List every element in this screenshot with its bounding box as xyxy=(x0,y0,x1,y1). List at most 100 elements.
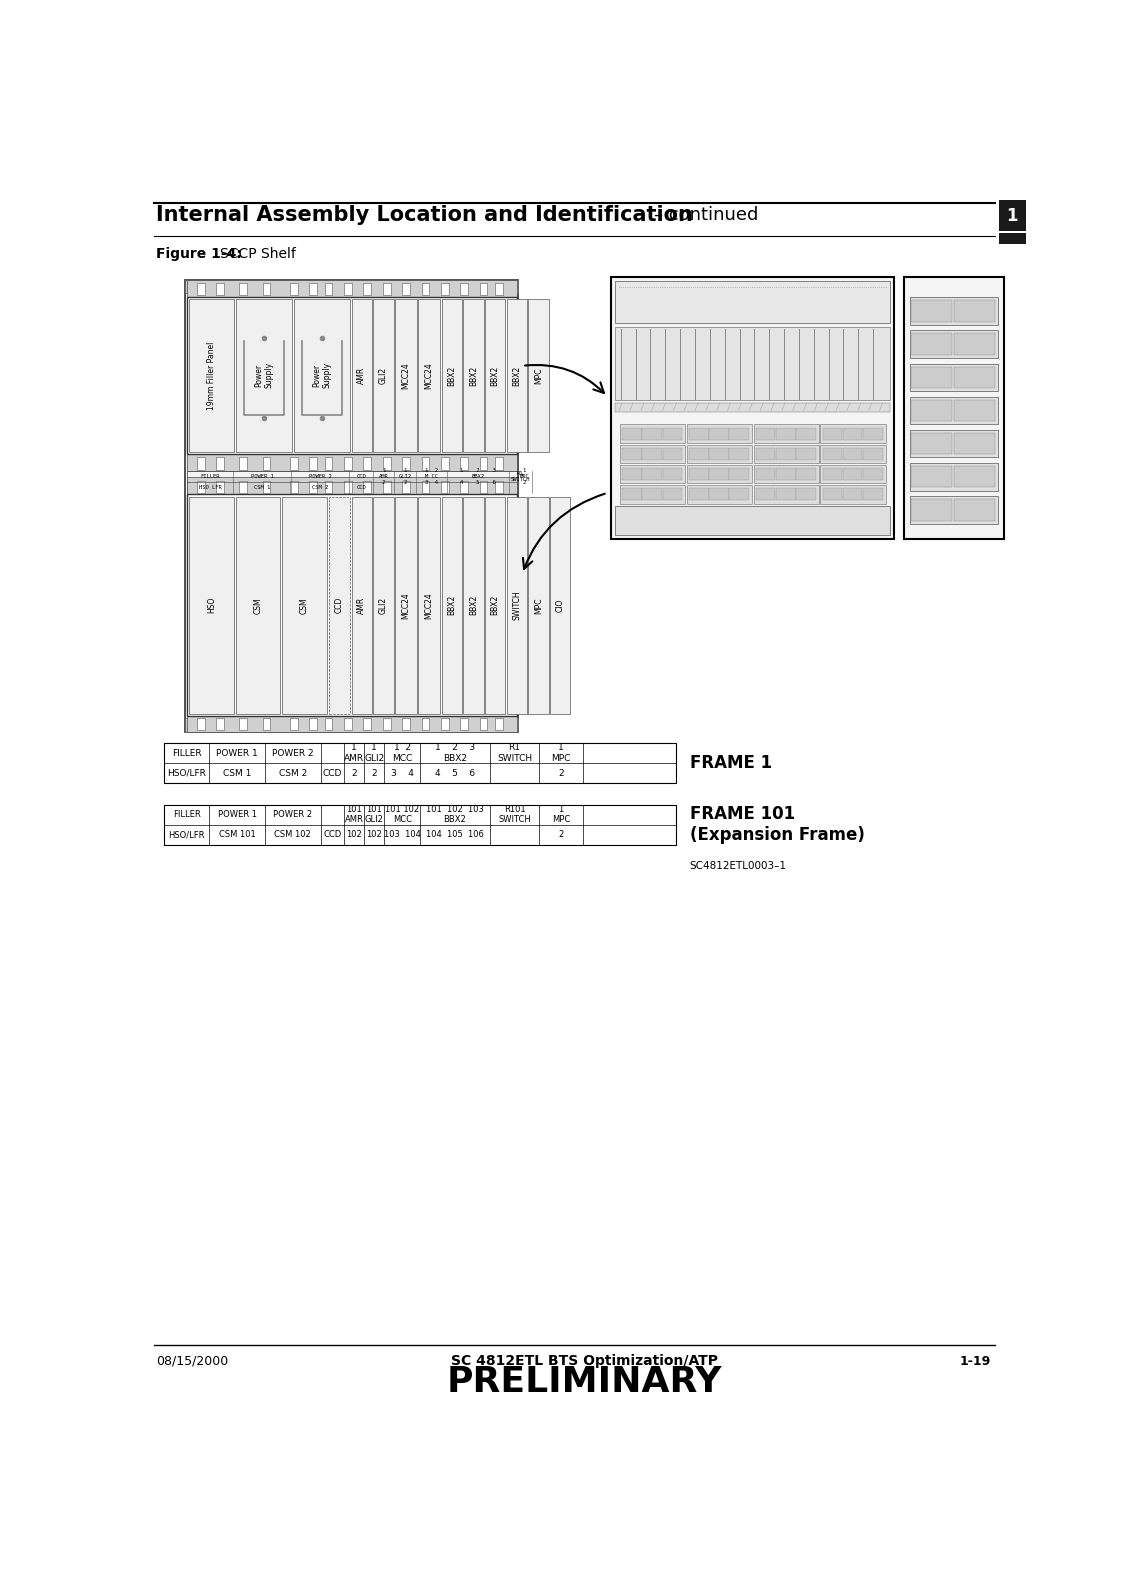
Bar xyxy=(954,399,995,422)
Bar xyxy=(842,467,863,480)
Bar xyxy=(495,718,503,729)
Bar xyxy=(954,499,995,521)
Bar xyxy=(662,448,682,459)
Bar xyxy=(910,363,999,392)
Bar xyxy=(730,448,749,459)
Text: CCD: CCD xyxy=(335,597,344,614)
Bar xyxy=(686,425,752,444)
Text: BBX2: BBX2 xyxy=(469,365,478,385)
Text: Power
Supply: Power Supply xyxy=(312,362,332,388)
Bar xyxy=(756,488,775,501)
Bar xyxy=(622,488,642,501)
Text: AMR: AMR xyxy=(357,366,366,384)
Bar xyxy=(823,467,842,480)
Bar xyxy=(309,480,317,493)
Bar xyxy=(461,718,469,729)
Bar xyxy=(999,201,1026,231)
Bar xyxy=(622,467,642,480)
Bar xyxy=(910,396,999,425)
Text: 1
AMR: 1 AMR xyxy=(344,744,364,763)
Bar xyxy=(262,283,270,295)
Bar xyxy=(344,283,352,295)
Text: PRELIMINARY: PRELIMINARY xyxy=(447,1366,722,1399)
Text: 3    4: 3 4 xyxy=(391,769,414,777)
Bar xyxy=(441,458,449,471)
Bar xyxy=(364,480,372,493)
Text: CCD: CCD xyxy=(356,474,366,478)
Text: 1
MPC: 1 MPC xyxy=(552,744,571,763)
Bar xyxy=(754,445,819,463)
Text: 2: 2 xyxy=(351,769,357,777)
Bar xyxy=(217,718,223,729)
Bar xyxy=(754,464,819,483)
Text: SWITCH: SWITCH xyxy=(512,591,521,621)
Text: FILLER: FILLER xyxy=(201,474,220,478)
Bar xyxy=(643,448,662,459)
Bar xyxy=(463,497,483,714)
Text: HSO: HSO xyxy=(207,597,215,614)
Text: HSO/LFR: HSO/LFR xyxy=(168,769,206,777)
Bar xyxy=(239,480,247,493)
Bar xyxy=(689,467,708,480)
Bar xyxy=(507,497,527,714)
Bar xyxy=(374,298,393,452)
Bar xyxy=(187,717,516,731)
Bar xyxy=(776,467,796,480)
Bar xyxy=(185,279,519,294)
Bar xyxy=(689,488,708,501)
Bar xyxy=(730,488,749,501)
Bar xyxy=(185,718,519,731)
Bar xyxy=(842,488,863,501)
Text: CSM: CSM xyxy=(253,597,262,614)
Bar xyxy=(863,488,882,501)
Text: FILLER: FILLER xyxy=(173,810,201,820)
Bar xyxy=(422,458,430,471)
Text: CSM 101: CSM 101 xyxy=(219,831,255,840)
Bar xyxy=(616,505,890,535)
Bar xyxy=(187,297,516,455)
Bar xyxy=(461,283,469,295)
Bar xyxy=(611,278,894,538)
Bar xyxy=(797,467,816,480)
Bar xyxy=(290,458,298,471)
Bar xyxy=(495,480,503,493)
Text: GLI2: GLI2 xyxy=(378,597,388,614)
Bar xyxy=(461,458,469,471)
Bar xyxy=(643,467,662,480)
Bar xyxy=(422,283,430,295)
Bar xyxy=(217,283,223,295)
Text: 19mm Filler Panel: 19mm Filler Panel xyxy=(207,341,215,409)
Bar xyxy=(461,480,469,493)
Text: POWER 2: POWER 2 xyxy=(272,748,314,758)
Bar xyxy=(643,428,662,439)
Text: BBX2: BBX2 xyxy=(469,595,478,616)
Text: MPC: MPC xyxy=(534,368,543,384)
Bar xyxy=(911,399,952,422)
Text: 1    2    3
BBX2: 1 2 3 BBX2 xyxy=(434,744,475,763)
Text: POWER 2: POWER 2 xyxy=(309,474,332,478)
Text: CSM 2: CSM 2 xyxy=(312,485,328,489)
Text: 1    2    3
BBX2
4    5    6: 1 2 3 BBX2 4 5 6 xyxy=(461,469,496,485)
Bar xyxy=(441,497,462,714)
Text: POWER 1: POWER 1 xyxy=(251,474,274,478)
Bar xyxy=(441,718,449,729)
Text: GLI2: GLI2 xyxy=(378,366,388,384)
Bar xyxy=(290,480,298,493)
Bar xyxy=(730,428,749,439)
Bar xyxy=(325,458,333,471)
Bar xyxy=(709,428,728,439)
Bar xyxy=(776,428,796,439)
Bar xyxy=(954,333,995,355)
Bar xyxy=(709,448,728,459)
Text: SCCP Shelf: SCCP Shelf xyxy=(220,248,296,261)
Bar xyxy=(754,485,819,504)
Bar xyxy=(402,283,410,295)
Bar xyxy=(187,279,516,297)
Bar xyxy=(709,488,728,501)
Bar xyxy=(622,428,642,439)
Bar xyxy=(352,497,372,714)
Text: 1
MPC
2: 1 MPC 2 xyxy=(520,469,529,485)
Text: FRAME 1: FRAME 1 xyxy=(690,755,772,772)
Bar xyxy=(344,718,352,729)
Bar xyxy=(364,283,372,295)
